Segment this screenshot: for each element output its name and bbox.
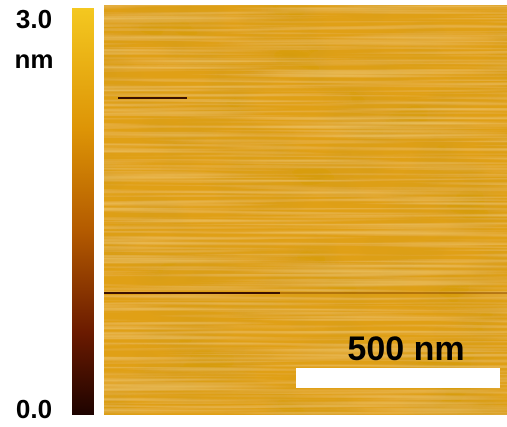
colorbar-max-label: 3.0 — [16, 4, 52, 34]
colorbar-unit: nm — [15, 44, 54, 74]
colorbar-min-label: 0.0 — [16, 394, 52, 424]
afm-figure: 3.0 nm 0.0 500 nm — [0, 0, 507, 427]
afm-image: 500 nm — [104, 5, 507, 415]
scale-bar-label: 500 nm — [347, 330, 464, 368]
colorbar — [72, 8, 94, 415]
scale-bar — [296, 368, 500, 388]
page: 3.0 nm 0.0 500 nm (() => { const data = … — [0, 0, 507, 427]
